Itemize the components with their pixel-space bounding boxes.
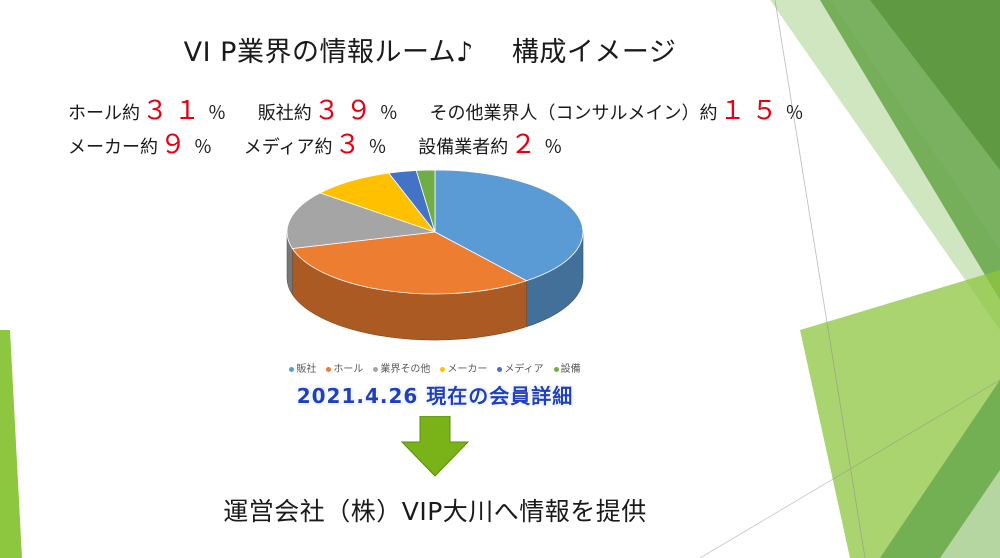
stat-hall-num: ３１: [142, 96, 207, 126]
legend-label: 設備: [560, 364, 581, 375]
pie-slice-業界その他: [286, 192, 436, 249]
slide-title: VI P業界の情報ルーム♪ 構成イメージ: [0, 30, 860, 69]
legend-label: メディア: [504, 364, 544, 375]
title-part1: VI P業界の情報ルーム♪: [183, 37, 474, 68]
stats-line-1: ホール約３１ ％ 販社約３９ ％ その他業界人（コンサルメイン）約１５ ％: [68, 90, 830, 127]
legend-item: メディア: [497, 364, 544, 375]
title-part2: 構成イメージ: [511, 37, 677, 68]
legend-item: ホール: [326, 364, 363, 375]
legend-label: 販社: [296, 364, 317, 375]
stat-sales-label: 販社約: [257, 103, 312, 124]
stat-hall-label: ホール約: [68, 103, 140, 124]
stat-maker-unit: ％: [194, 137, 213, 158]
legend-swatch: [440, 366, 446, 372]
legend-item: 設備: [553, 364, 581, 375]
legend-item: メーカー: [440, 364, 487, 375]
stats-line-2: メーカー約９ ％ メディア約３ ％ 設備業者約２ ％: [68, 124, 588, 161]
chart-legend: 販社 ホール 業界その他 メーカー メディア 設備: [0, 360, 870, 375]
legend-swatch: [289, 366, 295, 372]
stat-media-num: ３: [334, 130, 367, 160]
membership-pie-chart: [286, 169, 584, 341]
stat-hall-unit: ％: [208, 103, 227, 124]
legend-item: 販社: [289, 364, 316, 375]
stat-sales-num: ３９: [313, 96, 378, 126]
stat-other-unit: ％: [785, 103, 804, 124]
stat-equip-num: ２: [510, 130, 543, 160]
stat-maker-num: ９: [160, 130, 193, 160]
stat-other-label: その他業界人（コンサルメイン）約: [429, 103, 718, 124]
legend-item: 業界その他: [373, 364, 430, 375]
stat-maker-label: メーカー約: [68, 137, 158, 158]
stat-media-unit: ％: [368, 137, 387, 158]
legend-swatch: [553, 366, 559, 372]
legend-swatch: [373, 366, 379, 372]
stat-media-label: メディア約: [243, 137, 333, 158]
bottom-statement: 運営会社（株）VIP大川へ情報を提供: [223, 497, 647, 526]
stat-other-num: １５: [719, 96, 784, 126]
down-arrow-icon: [400, 416, 470, 477]
pie-slice-メーカー: [319, 172, 437, 233]
legend-label: メーカー: [447, 364, 488, 375]
legend-label: ホール: [333, 364, 364, 375]
legend-label: 業界その他: [380, 364, 431, 375]
pie-slice-販社: [434, 169, 584, 282]
stat-equip-label: 設備業者約: [418, 137, 509, 158]
pie-slice-ホール: [291, 231, 528, 295]
chart-caption: 2021.4.26 現在の会員詳細: [296, 384, 574, 408]
legend-swatch: [497, 366, 503, 372]
legend-swatch: [326, 366, 332, 372]
stat-sales-unit: ％: [379, 103, 398, 124]
stat-equip-unit: ％: [544, 137, 563, 158]
pie-slice-設備: [415, 169, 436, 233]
